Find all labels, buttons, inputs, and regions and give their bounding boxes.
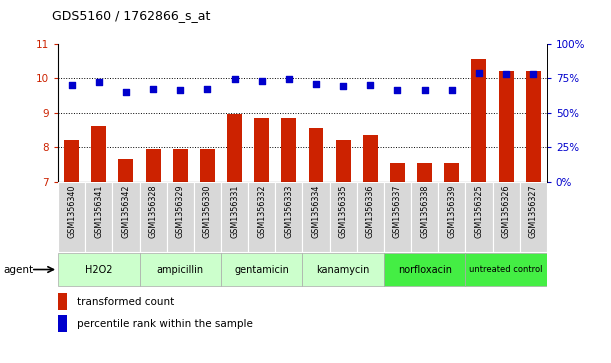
Bar [526,71,541,182]
Point [529,71,538,77]
Text: GSM1356338: GSM1356338 [420,184,429,238]
Point [121,89,131,95]
Bar [139,253,221,286]
Bar [194,182,221,252]
Bar [64,140,79,182]
Point [393,87,403,93]
Point [311,81,321,86]
Bar [248,182,276,252]
Bar [302,182,329,252]
Bar [411,182,438,252]
Bar [444,163,459,182]
Bar [145,149,161,182]
Bar [282,118,296,182]
Text: GSM1356336: GSM1356336 [366,184,375,238]
Bar [112,182,139,252]
Text: GSM1356331: GSM1356331 [230,184,239,238]
Text: H2O2: H2O2 [85,265,112,274]
Point [420,87,430,93]
Point [284,77,294,82]
Text: GSM1356332: GSM1356332 [257,184,266,238]
Point [230,77,240,82]
Bar [91,126,106,182]
Text: GSM1356329: GSM1356329 [176,184,185,238]
Bar [221,182,248,252]
Bar [329,182,357,252]
Bar [276,182,302,252]
Bar [417,163,432,182]
Text: ampicillin: ampicillin [156,265,204,274]
Text: GSM1356342: GSM1356342 [122,184,130,238]
Bar [173,149,188,182]
Text: GSM1356327: GSM1356327 [529,184,538,238]
Bar [167,182,194,252]
Text: kanamycin: kanamycin [316,265,370,274]
Bar [520,182,547,252]
Text: GSM1356326: GSM1356326 [502,184,511,238]
Text: transformed count: transformed count [76,297,174,307]
Bar [499,71,514,182]
Text: GSM1356339: GSM1356339 [447,184,456,238]
Bar [335,140,351,182]
Bar [119,159,133,182]
Point [474,70,484,76]
Bar [254,118,269,182]
Point [501,71,511,77]
Bar [227,114,242,182]
Text: GSM1356333: GSM1356333 [284,184,293,238]
Point [148,86,158,92]
Point [202,86,212,92]
Bar [390,163,405,182]
Text: untreated control: untreated control [469,265,543,274]
Bar [58,253,139,286]
Point [94,79,104,85]
Bar [472,59,486,182]
Text: percentile rank within the sample: percentile rank within the sample [76,318,252,329]
Bar [200,149,215,182]
Bar [384,253,466,286]
Point [365,82,375,88]
Text: GSM1356337: GSM1356337 [393,184,402,238]
Bar [309,128,323,182]
Bar [302,253,384,286]
Text: GSM1356335: GSM1356335 [338,184,348,238]
Bar [438,182,466,252]
Text: GSM1356325: GSM1356325 [475,184,483,238]
Bar [492,182,520,252]
Bar [466,253,547,286]
Point [338,83,348,89]
Bar [466,182,492,252]
Bar [58,182,85,252]
Point [67,82,76,88]
Bar [58,293,67,310]
Text: gentamicin: gentamicin [234,265,289,274]
Bar [221,253,302,286]
Bar [85,182,112,252]
Text: GDS5160 / 1762866_s_at: GDS5160 / 1762866_s_at [52,9,210,22]
Bar [357,182,384,252]
Text: GSM1356330: GSM1356330 [203,184,212,238]
Point [257,78,266,84]
Point [175,87,185,93]
Text: GSM1356341: GSM1356341 [94,184,103,238]
Bar [384,182,411,252]
Text: GSM1356334: GSM1356334 [312,184,321,238]
Point [447,87,456,93]
Bar [58,315,67,332]
Text: GSM1356328: GSM1356328 [148,184,158,238]
Text: GSM1356340: GSM1356340 [67,184,76,238]
Bar [363,135,378,182]
Text: norfloxacin: norfloxacin [398,265,452,274]
Text: agent: agent [3,265,33,274]
Bar [139,182,167,252]
